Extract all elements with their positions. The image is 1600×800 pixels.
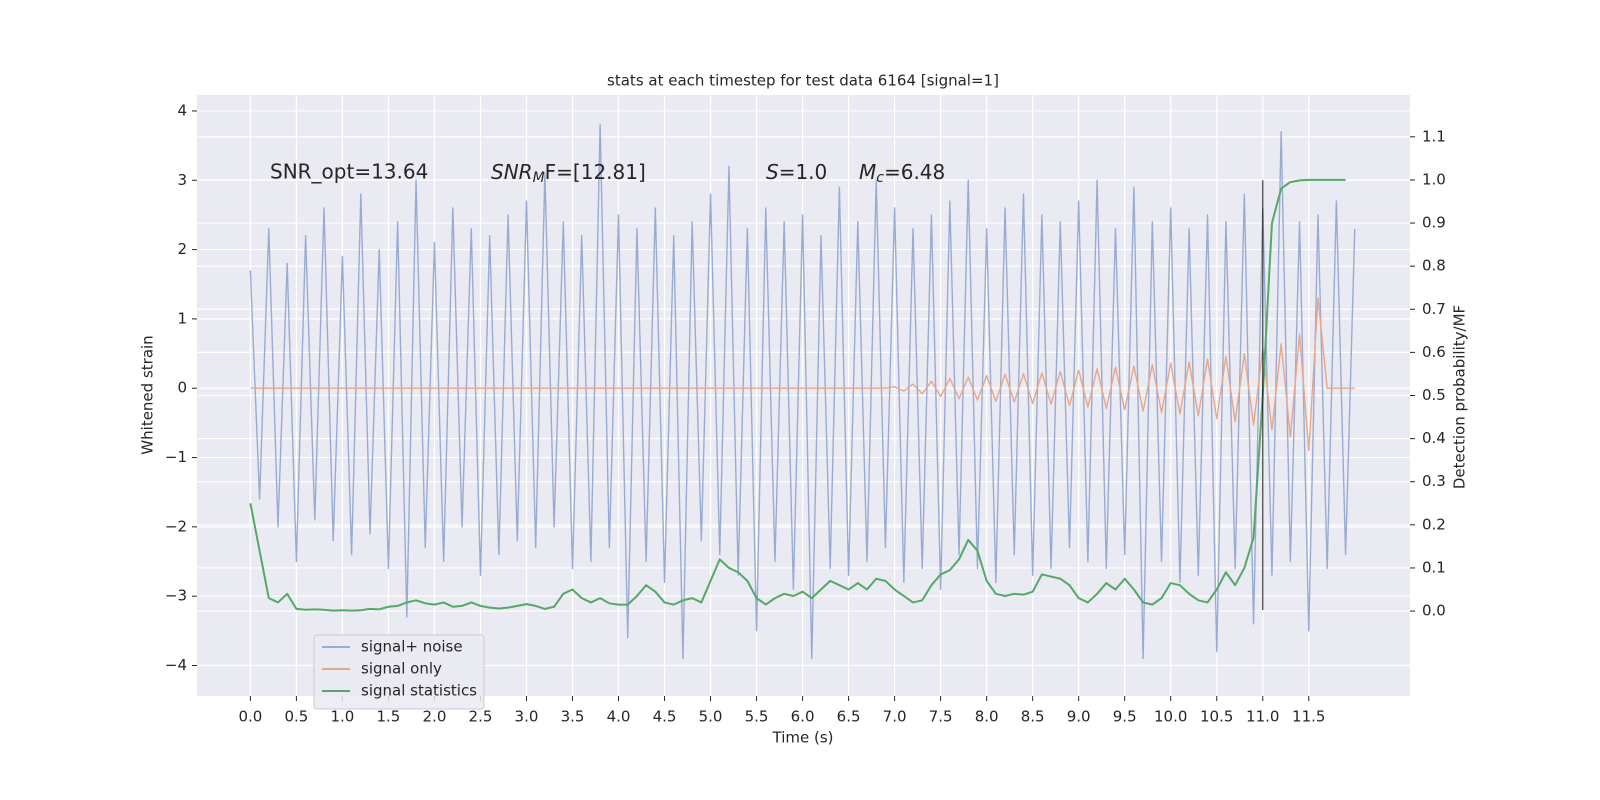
x-tick-label: 10.0 xyxy=(1154,708,1187,726)
y2-tick-label: 0.0 xyxy=(1422,602,1446,620)
annotation: Mc=6.48 xyxy=(859,160,945,187)
x-tick-label: 9.0 xyxy=(1067,708,1091,726)
annotation: SNR_opt=13.64 xyxy=(270,160,428,184)
x-tick-label: 2.0 xyxy=(423,708,447,726)
x-tick-label: 11.0 xyxy=(1246,708,1279,726)
x-tick-label: 2.5 xyxy=(469,708,493,726)
x-tick-label: 7.0 xyxy=(883,708,907,726)
annotation-part: =1.0 xyxy=(779,160,828,184)
y2-tick-label: 0.4 xyxy=(1422,429,1446,447)
x-tick-label: 5.0 xyxy=(699,708,723,726)
annotation-part: M xyxy=(859,160,876,184)
x-tick-label: 1.0 xyxy=(330,708,354,726)
legend-box xyxy=(313,634,485,710)
annotation-part: =6.48 xyxy=(884,160,945,184)
x-tick-label: 6.0 xyxy=(791,708,815,726)
x-tick-label: 6.5 xyxy=(837,708,861,726)
y2-tick-label: 0.5 xyxy=(1422,386,1446,404)
y2-tick-label: 0.9 xyxy=(1422,214,1446,232)
x-tick-label: 4.5 xyxy=(653,708,677,726)
annotation-part: c xyxy=(876,170,884,186)
x-tick-label: 1.5 xyxy=(376,708,400,726)
annotation: S=1.0 xyxy=(766,160,827,184)
series-line xyxy=(249,178,1346,612)
y-tick-label: −3 xyxy=(165,587,187,605)
legend-label: signal+ noise xyxy=(361,638,463,656)
x-tick-label: 0.0 xyxy=(238,708,262,726)
x-tick-label: 3.0 xyxy=(515,708,539,726)
chart-title: stats at each timestep for test data 616… xyxy=(607,72,999,90)
annotation-part: S xyxy=(766,160,779,184)
y-tick-label: −2 xyxy=(165,517,187,535)
y2-tick-label: 0.6 xyxy=(1422,343,1446,361)
y-tick-label: −1 xyxy=(165,448,187,466)
x-tick-label: 5.5 xyxy=(745,708,769,726)
x-tick-label: 8.0 xyxy=(975,708,999,726)
y-tick-label: 1 xyxy=(177,309,187,327)
legend-label: signal statistics xyxy=(361,682,477,700)
y2-tick-label: 1.1 xyxy=(1422,127,1446,145)
y2-tick-label: 0.7 xyxy=(1422,300,1446,318)
y-axis-label: Whitened strain xyxy=(139,335,157,454)
annotation-part: SNR xyxy=(491,160,533,184)
y-tick-label: 2 xyxy=(177,240,187,258)
y2-axis-label: Detection probability/MF xyxy=(1451,305,1469,489)
series-line xyxy=(250,297,1355,452)
x-tick-label: 0.5 xyxy=(284,708,308,726)
y-tick-label: 4 xyxy=(177,101,187,119)
y-tick-label: 0 xyxy=(177,379,187,397)
x-tick-label: 4.0 xyxy=(607,708,631,726)
x-tick-label: 11.5 xyxy=(1292,708,1325,726)
y2-tick-label: 0.2 xyxy=(1422,515,1446,533)
y-tick-label: 3 xyxy=(177,171,187,189)
legend-label: signal only xyxy=(361,660,442,678)
y2-tick-label: 1.0 xyxy=(1422,170,1446,188)
x-tick-label: 10.5 xyxy=(1200,708,1233,726)
annotation-part: F=[12.81] xyxy=(545,160,646,184)
y-tick-label: −4 xyxy=(165,656,187,674)
y2-tick-label: 0.8 xyxy=(1422,257,1446,275)
y2-tick-label: 0.1 xyxy=(1422,558,1446,576)
x-tick-label: 9.5 xyxy=(1113,708,1137,726)
x-tick-label: 7.5 xyxy=(929,708,953,726)
x-tick-label: 3.5 xyxy=(561,708,585,726)
series-line xyxy=(249,124,1356,660)
annotation-part: M xyxy=(533,170,545,186)
x-tick-label: 8.5 xyxy=(1021,708,1045,726)
annotation: SNRMF=[12.81] xyxy=(491,160,646,187)
y2-tick-label: 0.3 xyxy=(1422,472,1446,490)
x-axis-label: Time (s) xyxy=(772,729,834,747)
